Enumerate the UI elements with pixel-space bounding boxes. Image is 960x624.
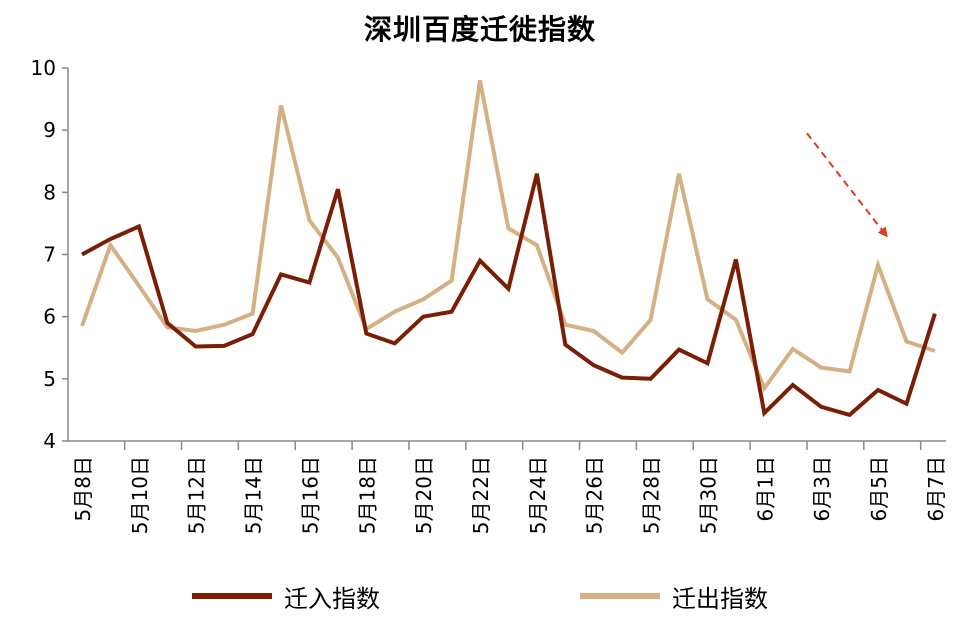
legend-item-outflow: 迁出指数 <box>580 578 768 614</box>
x-tick-label: 5月10日 <box>128 456 152 534</box>
x-tick-label: 5月30日 <box>696 456 720 534</box>
y-ticks: 4 5 6 7 8 9 10 <box>31 56 68 453</box>
series-line-outflow <box>80 80 936 393</box>
x-tick-label: 6月7日 <box>924 456 948 521</box>
chart-title: 深圳百度迁徙指数 <box>363 13 596 46</box>
x-tick-label: 6月3日 <box>810 456 834 521</box>
y-tick-label: 4 <box>43 429 56 453</box>
series-lines <box>80 80 937 418</box>
x-tick-label: 5月20日 <box>412 456 436 534</box>
x-tick-label: 5月16日 <box>298 456 322 534</box>
legend-label-inflow: 迁入指数 <box>284 584 380 613</box>
x-ticks: 5月8日 5月10日 5月12日 5月14日 5月16日 5月18日 5月20日 5月22日 5… <box>71 441 948 534</box>
x-tick-label: 5月18日 <box>355 456 379 534</box>
series-line-inflow <box>81 173 937 418</box>
trend-arrow <box>806 132 888 238</box>
legend-label-outflow: 迁出指数 <box>672 584 768 613</box>
y-tick-label: 9 <box>43 118 56 142</box>
legend-swatch-outflow <box>580 593 660 599</box>
y-tick-label: 7 <box>43 243 56 267</box>
y-tick-label: 6 <box>43 305 56 329</box>
x-tick-label: 6月5日 <box>867 456 891 521</box>
y-tick-label: 10 <box>31 56 56 80</box>
y-tick-label: 8 <box>43 180 56 204</box>
legend-swatch-inflow <box>192 593 272 599</box>
x-tick-label: 6月1日 <box>753 456 777 521</box>
x-tick-label: 5月8日 <box>71 456 95 521</box>
x-tick-label: 5月14日 <box>242 456 266 534</box>
x-tick-label: 5月26日 <box>583 456 607 534</box>
y-tick-label: 5 <box>43 367 56 391</box>
x-tick-label: 5月22日 <box>469 456 493 534</box>
x-tick-label: 5月28日 <box>640 456 664 534</box>
x-tick-label: 5月24日 <box>526 456 550 534</box>
x-tick-label: 5月12日 <box>185 456 209 534</box>
legend-item-inflow: 迁入指数 <box>192 578 380 614</box>
